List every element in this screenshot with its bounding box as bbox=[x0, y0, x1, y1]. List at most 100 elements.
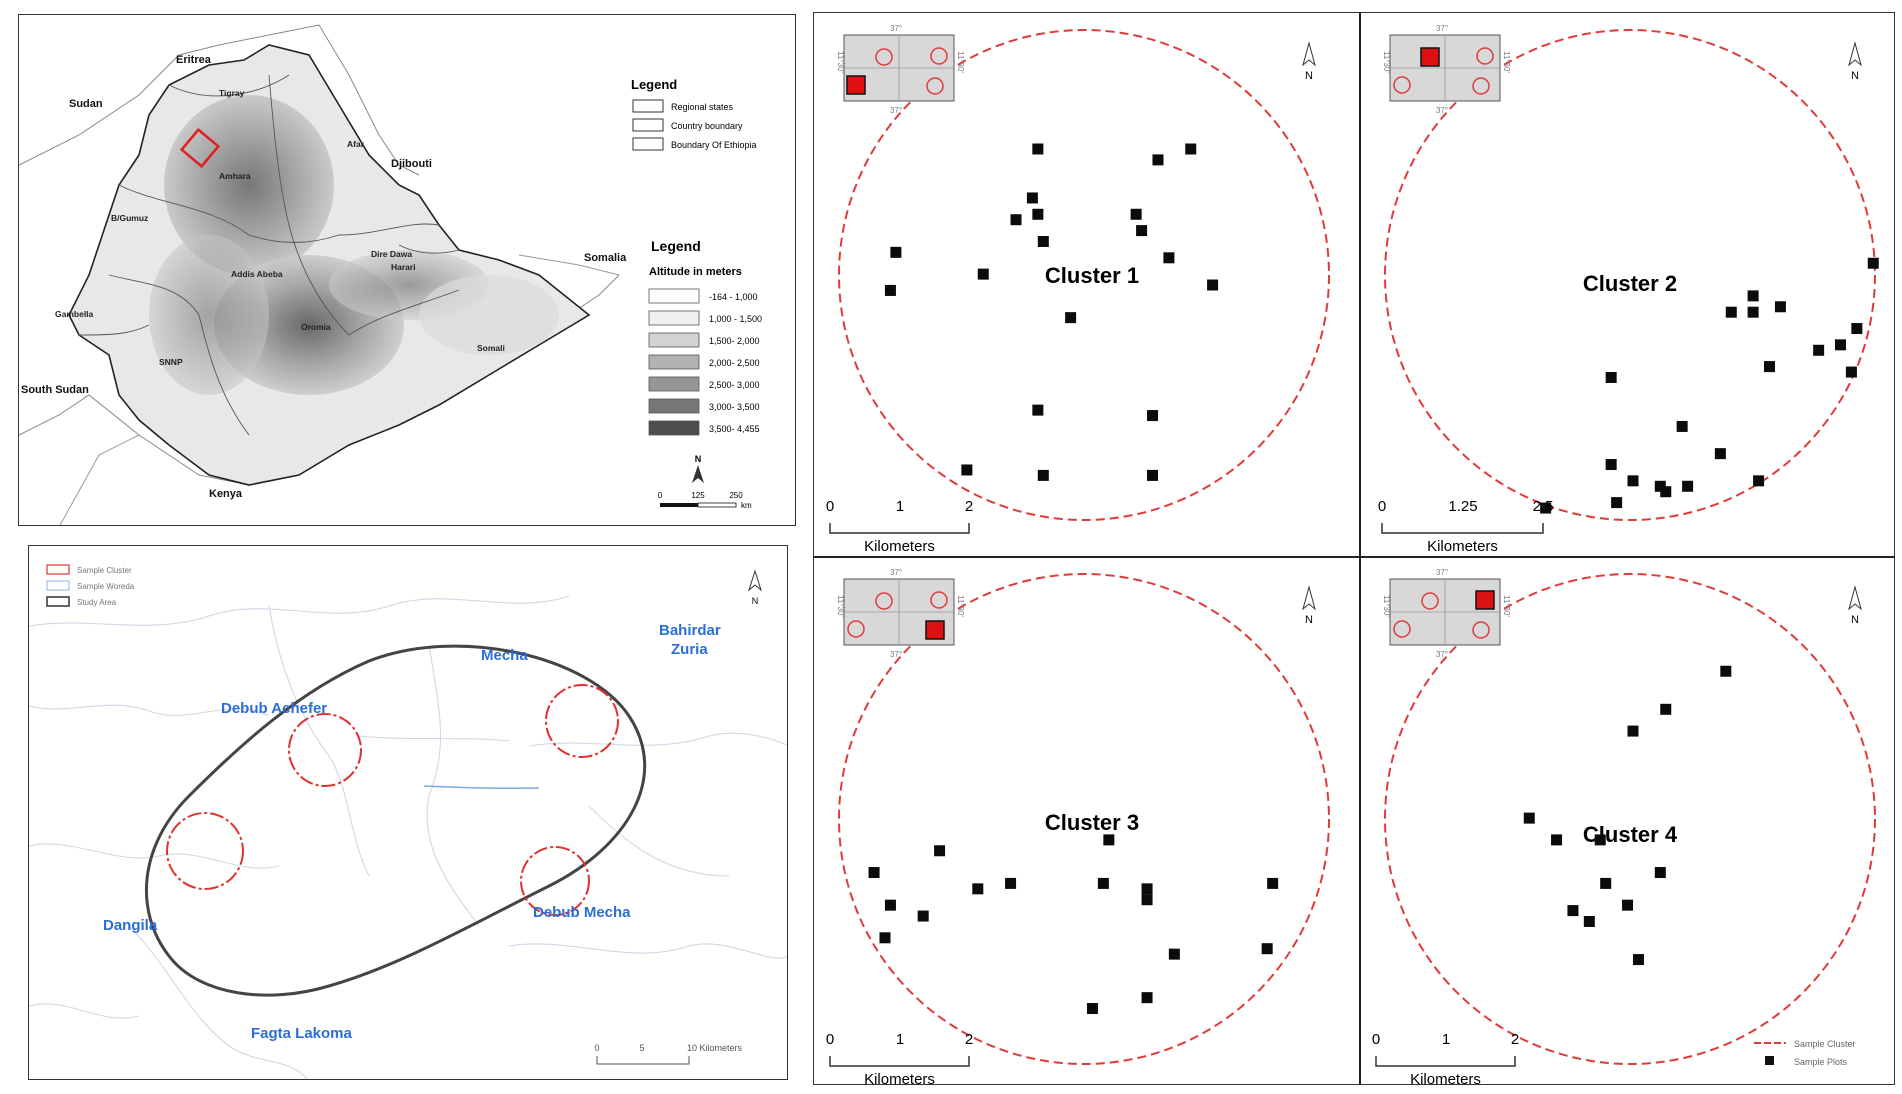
legend2-title: Legend bbox=[651, 238, 701, 254]
sample-plot bbox=[1065, 312, 1077, 324]
sample-plot bbox=[972, 883, 984, 895]
svg-text:5: 5 bbox=[639, 1043, 644, 1053]
sample-plot bbox=[1540, 502, 1552, 514]
label-dire-dawa: Dire Dawa bbox=[371, 249, 412, 259]
inset-selected-cluster bbox=[925, 620, 945, 640]
scale-tick: 1 bbox=[896, 1031, 904, 1048]
inset-lon-label: 37° bbox=[890, 106, 902, 115]
sample-plot bbox=[1168, 948, 1180, 960]
sample-plot bbox=[1567, 905, 1579, 917]
label-addis: Addis Abeba bbox=[231, 269, 283, 279]
sample-plot bbox=[1747, 306, 1759, 318]
sample-plot bbox=[1037, 235, 1049, 247]
ethiopia-overview-map: Eritrea Sudan Djibouti Somalia South Sud… bbox=[18, 14, 796, 526]
altitude-label: 2,000- 2,500 bbox=[709, 358, 760, 368]
inset-cluster-marker bbox=[875, 48, 893, 66]
altitude-swatch bbox=[648, 420, 700, 436]
svg-text:125: 125 bbox=[691, 491, 705, 500]
sample-plot bbox=[1845, 366, 1857, 378]
sample-plot bbox=[1753, 475, 1765, 487]
sample-plot bbox=[1163, 252, 1175, 264]
study-area-map: Mecha Bahirdar Zuria Debub Achefer Dangi… bbox=[28, 545, 788, 1080]
scale-tick: 1 bbox=[896, 498, 904, 515]
legend1-title: Legend bbox=[631, 77, 677, 92]
sample-plot bbox=[1774, 301, 1786, 313]
sample-plot bbox=[1523, 812, 1535, 824]
sample-plot bbox=[1813, 344, 1825, 356]
scale-tick: 0 bbox=[1378, 498, 1386, 515]
altitude-label: 1,000 - 1,500 bbox=[709, 314, 762, 324]
legend1-item: Boundary Of Ethiopia bbox=[671, 140, 757, 150]
north-arrow-icon: N bbox=[1848, 41, 1862, 82]
altitude-swatch bbox=[648, 376, 700, 392]
study-scale-bar: 0 5 10 Kilometers bbox=[594, 1043, 743, 1065]
sample-clusters bbox=[166, 684, 619, 916]
inset-selected-cluster bbox=[1420, 47, 1440, 67]
scale-tick: 0 bbox=[826, 1031, 834, 1048]
cluster-boundary-circle bbox=[1384, 29, 1876, 521]
sample-plot bbox=[1611, 497, 1623, 509]
cluster-scale-bar: 0 1 2 Kilometers bbox=[826, 1031, 973, 1085]
north-arrow-icon: N bbox=[748, 569, 762, 606]
scale-tick: 2.5 bbox=[1533, 498, 1554, 515]
cluster-title: Cluster 3 bbox=[1045, 810, 1139, 835]
scale-unit: Kilometers bbox=[1427, 538, 1498, 555]
svg-text:N: N bbox=[1305, 614, 1313, 626]
inset-cluster-marker bbox=[1421, 592, 1439, 610]
cluster-scale-bar: 0 1 2 Kilometers bbox=[826, 498, 973, 555]
svg-text:250: 250 bbox=[729, 491, 743, 500]
sample-plot bbox=[884, 899, 896, 911]
sample-plot bbox=[1207, 279, 1219, 291]
legend2-subtitle: Altitude in meters bbox=[649, 266, 742, 278]
cluster-panel: 37° 37° 11°30' 11°30' N Cluster 3 0 1 2 Kilometer… bbox=[826, 568, 1330, 1085]
label-somali: Somali bbox=[477, 343, 505, 353]
scale-tick: 1.25 bbox=[1448, 498, 1477, 515]
sample-plot bbox=[1627, 475, 1639, 487]
inset-lon-label: 37° bbox=[890, 24, 902, 33]
label-snnp: SNNP bbox=[159, 357, 183, 367]
sample-plot bbox=[1654, 867, 1666, 879]
altitude-label: 3,000- 3,500 bbox=[709, 402, 760, 412]
inset-selected-cluster bbox=[1475, 590, 1495, 610]
sample-plot bbox=[884, 284, 896, 296]
label-tigray: Tigray bbox=[219, 88, 245, 98]
sample-plot bbox=[1551, 834, 1563, 846]
sample-cluster-circle bbox=[166, 812, 244, 890]
study-area-highlight bbox=[179, 127, 221, 169]
label-harari: Harari bbox=[391, 262, 416, 272]
label-bgumuz: B/Gumuz bbox=[111, 213, 148, 223]
cluster-inset-map: 37° 37° 11°30' 11°30' bbox=[1382, 568, 1511, 659]
label-gambella: Gambella bbox=[55, 309, 94, 319]
sample-plot bbox=[1594, 834, 1606, 846]
altitude-label: 1,500- 2,000 bbox=[709, 336, 760, 346]
scale-unit: Kilometers bbox=[864, 1071, 935, 1085]
cluster-boundary-circle bbox=[838, 29, 1330, 521]
inset-lat-label: 11°30' bbox=[1502, 51, 1511, 73]
altitude-swatch bbox=[648, 354, 700, 370]
sample-plot bbox=[1605, 371, 1617, 383]
sample-plot bbox=[1676, 420, 1688, 432]
sample-plot bbox=[1622, 899, 1634, 911]
scale-tick: 2 bbox=[1511, 1031, 1519, 1048]
place-debub-achefer: Debub Achefer bbox=[221, 700, 327, 717]
label-afar: Afar bbox=[347, 139, 365, 149]
inset-cluster-marker bbox=[875, 592, 893, 610]
sample-plot bbox=[1632, 954, 1644, 966]
place-fagta-lakoma: Fagta Lakoma bbox=[251, 1025, 353, 1042]
woreda-boundaries bbox=[29, 595, 787, 1079]
scale-tick: 2 bbox=[965, 498, 973, 515]
scale-unit: Kilometers bbox=[864, 538, 935, 555]
place-debub-mecha: Debub Mecha bbox=[533, 904, 631, 921]
regional-boundaries bbox=[78, 74, 460, 436]
north-arrow-icon: N bbox=[1302, 41, 1316, 82]
inset-cluster-marker bbox=[1472, 621, 1490, 639]
sample-plot bbox=[1152, 154, 1164, 166]
label-kenya: Kenya bbox=[209, 488, 243, 500]
inset-lon-label: 37° bbox=[890, 568, 902, 577]
place-dangila: Dangila bbox=[103, 917, 158, 934]
label-djibouti: Djibouti bbox=[391, 158, 432, 170]
sample-plot bbox=[879, 932, 891, 944]
inset-lat-label: 11°30' bbox=[836, 51, 845, 73]
inset-lat-label: 11°30' bbox=[836, 595, 845, 617]
